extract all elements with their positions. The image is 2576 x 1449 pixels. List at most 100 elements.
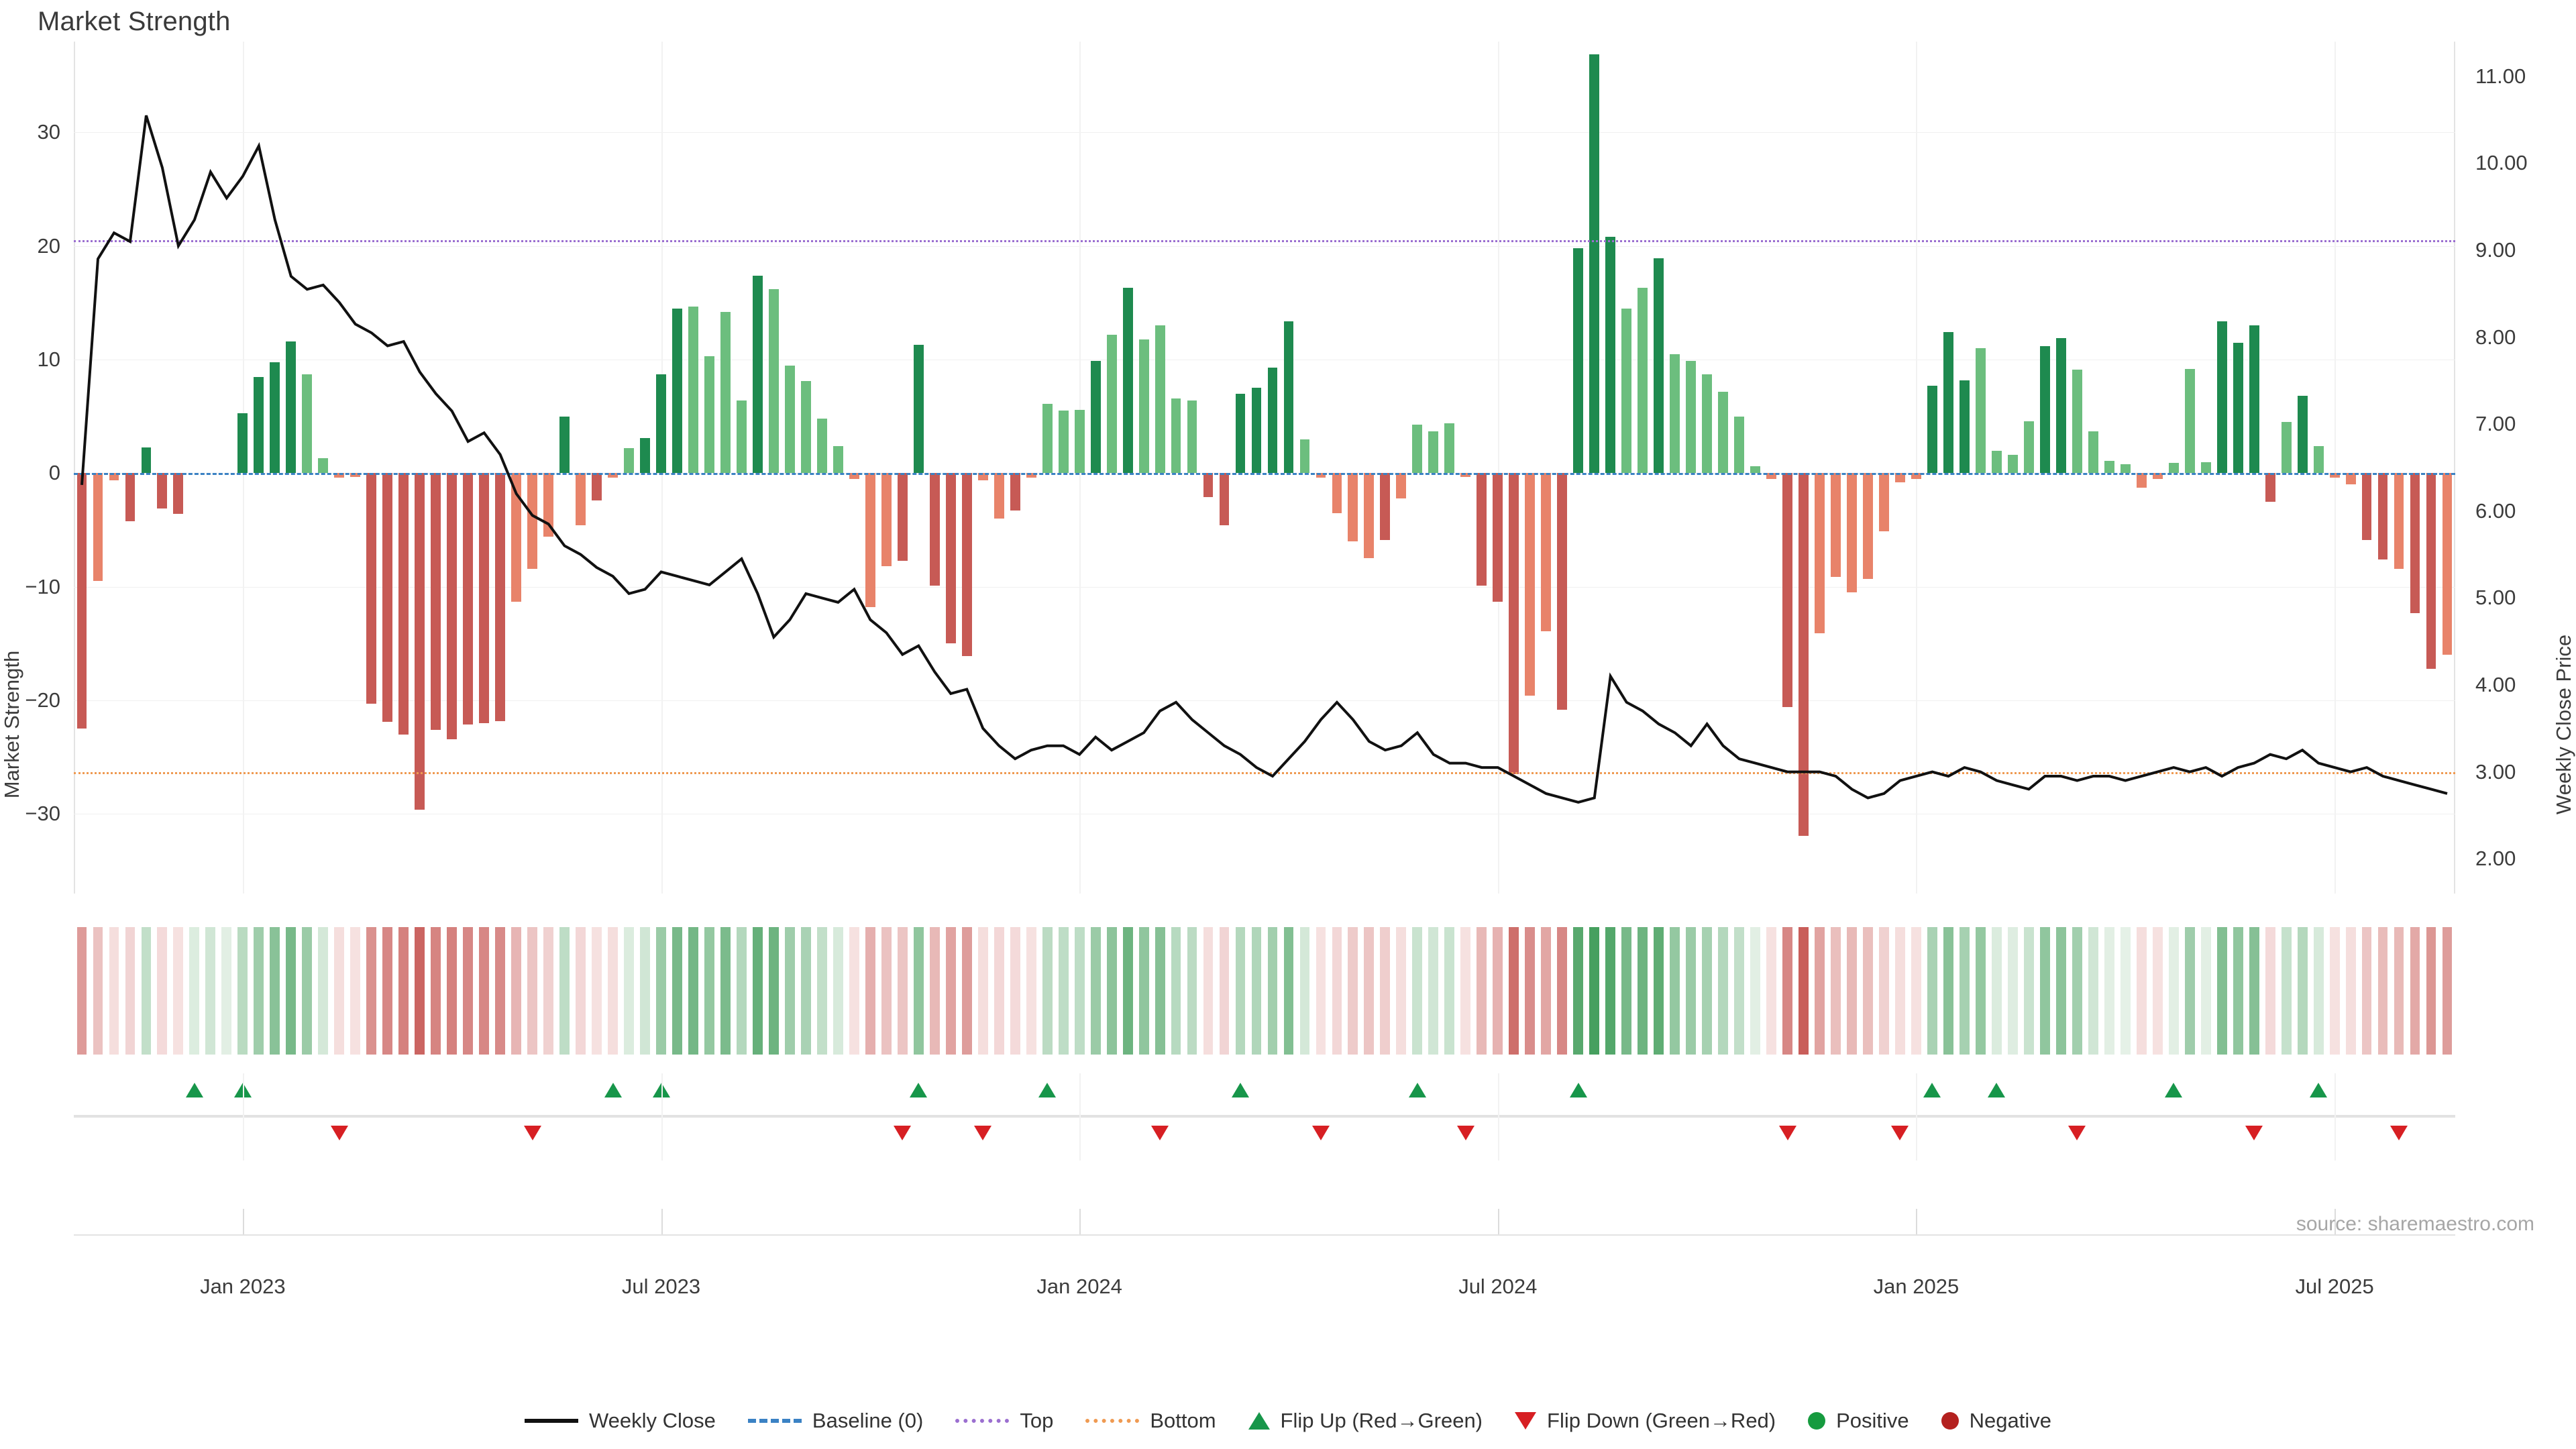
strength-bar (2007, 455, 2018, 474)
x-axis-tick-mark (2334, 1209, 2337, 1234)
gridline (74, 700, 2455, 702)
x-axis-tick-label: Jan 2023 (200, 1275, 286, 1298)
strength-bar (1493, 473, 1503, 602)
strength-bar (1911, 473, 1921, 479)
legend-item-baseline-0[interactable]: Baseline (0) (747, 1409, 923, 1433)
flip-row-divider (74, 1115, 2455, 1118)
strength-bar (1991, 450, 2002, 474)
y-axis-tick-right: 3.00 (2475, 759, 2516, 784)
heat-cell (1525, 927, 1536, 1055)
strength-bar (624, 448, 634, 474)
heat-cell (1428, 927, 1439, 1055)
heat-cell (768, 927, 779, 1055)
vertical-gridline (2334, 1073, 2337, 1161)
right-axis-spine (2454, 42, 2455, 894)
strength-bar (1332, 473, 1342, 513)
x-axis-tick-label: Jul 2023 (621, 1275, 701, 1298)
strength-bar (1010, 473, 1020, 511)
heat-cell (849, 927, 859, 1055)
heat-cell (2265, 927, 2275, 1055)
strength-bar (2281, 422, 2292, 474)
heat-cell (2104, 927, 2114, 1055)
strength-bar (1831, 473, 1841, 577)
strength-bar (1444, 423, 1455, 474)
strength-bar (945, 473, 956, 644)
strength-bar (382, 473, 393, 722)
heat-cell (1831, 927, 1841, 1055)
strength-bar (173, 473, 184, 515)
heat-cell (1138, 927, 1149, 1055)
weekly-close-line (80, 115, 2448, 804)
strength-bar (1589, 54, 1600, 474)
heat-cell (1219, 927, 1230, 1055)
heat-cell (2088, 927, 2098, 1055)
heat-cell (1573, 927, 1584, 1055)
heat-cell (1847, 927, 1857, 1055)
strength-bar (1283, 321, 1294, 474)
strength-bar (913, 345, 924, 474)
strength-bar (576, 473, 586, 526)
legend-item-positive[interactable]: Positive (1808, 1409, 1909, 1433)
flip-up-marker (1408, 1083, 1426, 1097)
y-axis-tick-left: 10 (37, 347, 60, 372)
heat-cell (2120, 927, 2131, 1055)
legend-item-label: Negative (1969, 1409, 2052, 1432)
strength-bar (93, 473, 103, 582)
strength-bar (929, 473, 940, 586)
strength-bar (608, 473, 618, 478)
heat-cell (592, 927, 602, 1055)
legend-item-bottom[interactable]: Bottom (1085, 1409, 1216, 1433)
strength-bar (318, 458, 329, 474)
heat-cell (2410, 927, 2420, 1055)
strength-bar (1605, 237, 1616, 474)
heat-cell (1975, 927, 1986, 1055)
heat-cell (2361, 927, 2372, 1055)
heat-cell (1557, 927, 1568, 1055)
strength-bar (1428, 431, 1439, 474)
strength-bar (816, 419, 827, 474)
strength-bar (2410, 473, 2420, 613)
strength-bar (495, 473, 506, 721)
strength-bar (977, 473, 988, 480)
strength-bar (1235, 393, 1246, 474)
strength-bar (737, 400, 747, 474)
strength-bar (1799, 473, 1809, 836)
strength-bar (704, 356, 714, 474)
heat-cell (929, 927, 940, 1055)
gridline (74, 132, 2455, 133)
heat-cell (977, 927, 988, 1055)
legend-item-negative[interactable]: Negative (1941, 1409, 2051, 1433)
heat-cell (527, 927, 538, 1055)
strength-bar (2023, 421, 2034, 474)
heat-cell (318, 927, 329, 1055)
flip-up-marker (1988, 1083, 2006, 1097)
heat-cell (1493, 927, 1503, 1055)
heat-cell (2233, 927, 2243, 1055)
heat-cell (961, 927, 972, 1055)
legend-item-label: Weekly Close (588, 1409, 716, 1432)
heat-cell (2345, 927, 2356, 1055)
y-axis-tick-right: 2.00 (2475, 847, 2516, 871)
x-axis (74, 1161, 2455, 1268)
legend-item-flip-up-red-green[interactable]: Flip Up (Red→Green) (1248, 1409, 1483, 1433)
flip-up-marker (604, 1083, 622, 1097)
heat-cell (608, 927, 618, 1055)
strength-bar (2055, 337, 2066, 474)
strength-bar (833, 445, 843, 474)
flip-up-marker (2165, 1083, 2183, 1097)
heat-cell (221, 927, 232, 1055)
legend-item-top[interactable]: Top (955, 1409, 1053, 1433)
heat-cell (415, 927, 425, 1055)
strength-bar (415, 473, 425, 810)
vertical-gridline (1916, 42, 1918, 894)
legend-item-flip-down-green-red[interactable]: Flip Down (Green→Red) (1515, 1409, 1776, 1433)
heat-cell (640, 927, 650, 1055)
strength-bar (1718, 391, 1729, 474)
legend-item-weekly-close[interactable]: Weekly Close (524, 1409, 716, 1433)
strength-bar (2394, 473, 2404, 569)
strength-bar (1525, 473, 1536, 696)
heat-cell (913, 927, 924, 1055)
strength-bar (527, 473, 538, 569)
flip-up-marker (910, 1083, 928, 1097)
